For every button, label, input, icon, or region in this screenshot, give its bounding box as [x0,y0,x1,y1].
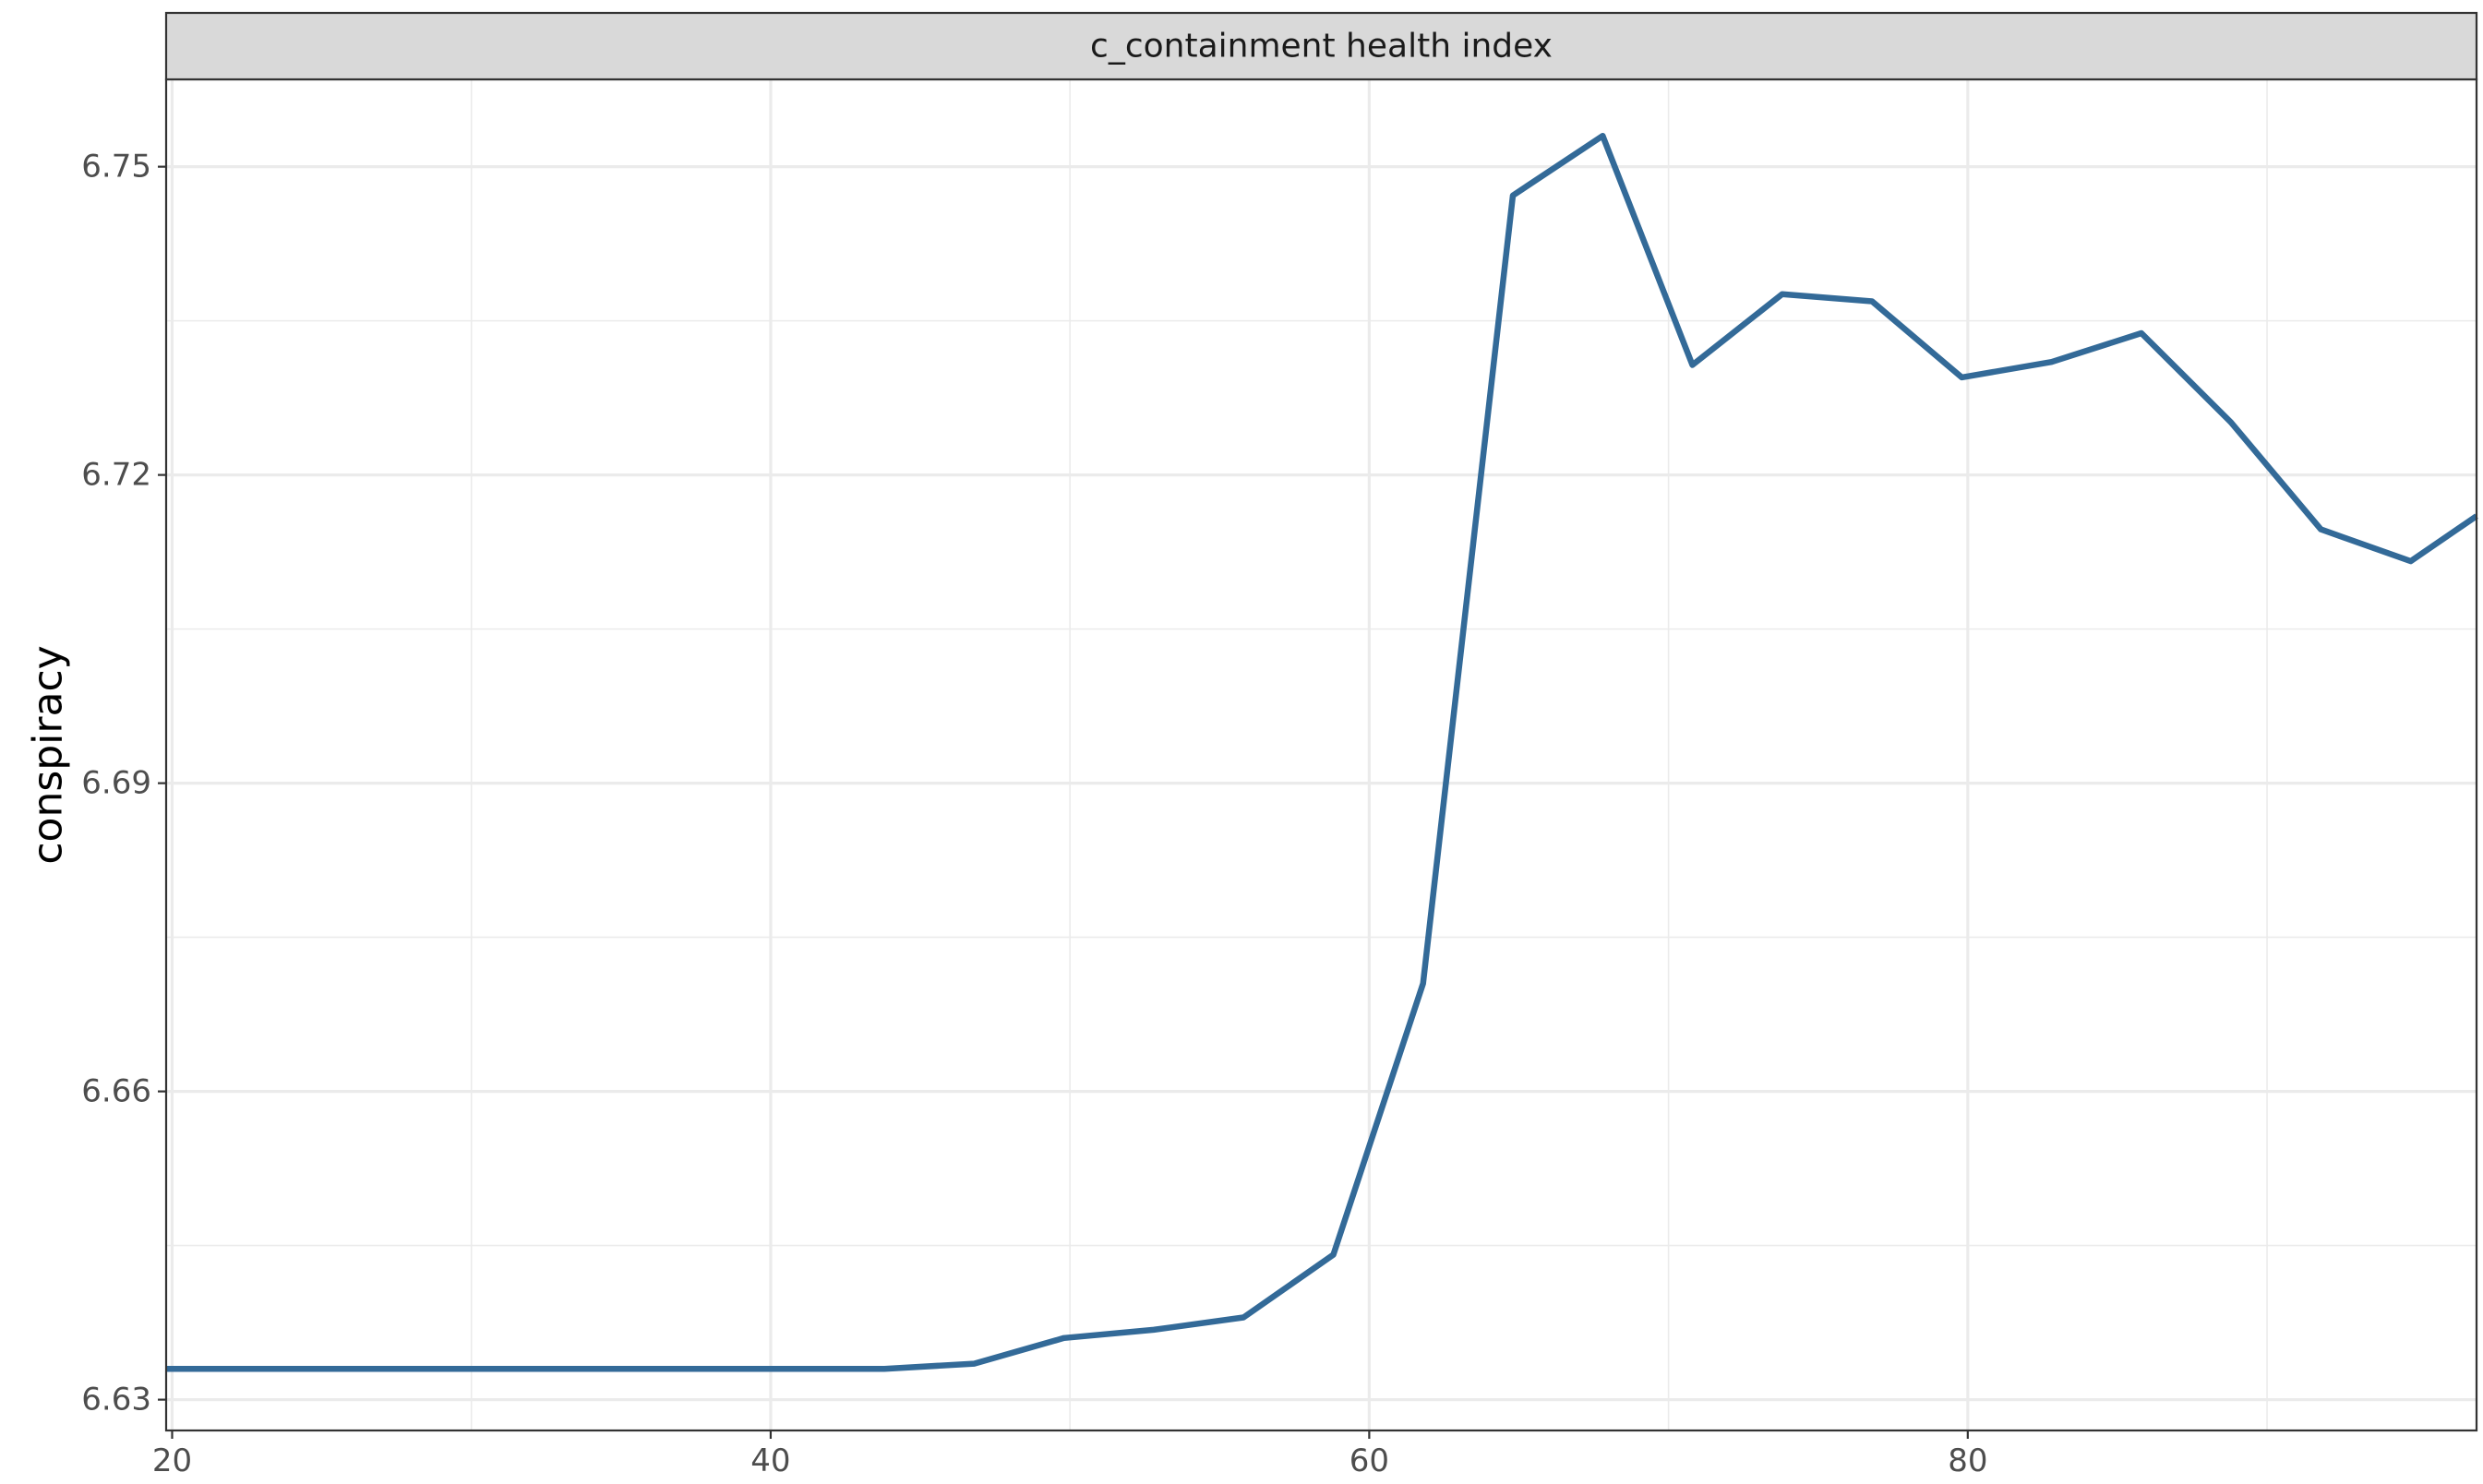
x-tick-label: 40 [750,1442,790,1479]
series-layer [166,132,2478,1372]
major-gridlines [166,79,2477,1430]
series-line-0 [166,132,2478,1372]
y-tick-label: 6.63 [81,1382,151,1418]
y-tick-label: 6.75 [81,149,151,186]
x-axis: 20 40 60 80 [152,1430,1987,1479]
y-tick-label: 6.72 [81,457,151,494]
facet-strip-label: c_containment health index [1090,28,1553,66]
x-tick-label: 80 [1948,1442,1987,1479]
y-tick-label: 6.66 [81,1073,151,1110]
facet-strip: c_containment health index [164,11,2478,81]
y-axis: 6.63 6.66 6.69 6.72 6.75 [81,149,166,1418]
y-tick-label: 6.69 [81,765,151,802]
facet-strip-background [164,11,2478,81]
x-tick-label: 20 [152,1442,192,1479]
x-tick-label: 60 [1349,1442,1389,1479]
y-axis-title: conspiracy [25,645,72,864]
